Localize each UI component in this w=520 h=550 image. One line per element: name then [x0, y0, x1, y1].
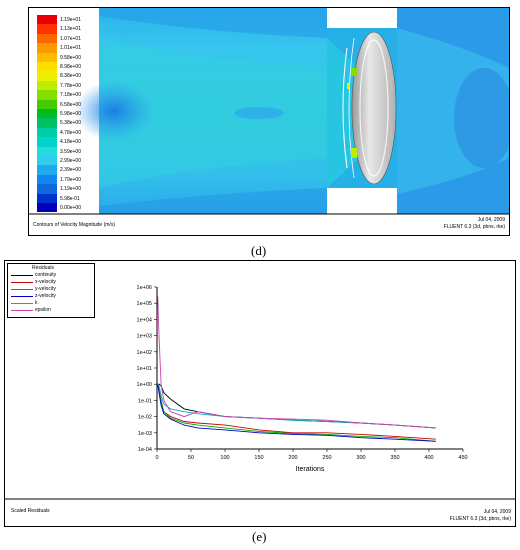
- colorbar-row: 6.58e+00: [37, 99, 107, 111]
- colorbar-tick-label: 5.38e+00: [60, 120, 81, 127]
- colorbar-tick-label: 0.00e+00: [60, 205, 81, 211]
- colorbar-tick-label: 1.19e+00: [60, 186, 81, 193]
- colorbar-swatch: [37, 165, 57, 175]
- colorbar-tick-label: 1.79e+00: [60, 176, 81, 183]
- colorbar-tick-label: 8.38e+00: [60, 73, 81, 80]
- rotor-drum: [351, 31, 397, 185]
- colorbar-swatch: [37, 184, 57, 194]
- colorbar-row: 1.19e+01: [37, 15, 107, 26]
- colorbar-tick-label: 1.13e+01: [60, 26, 81, 33]
- legend-label: x-velocity: [35, 279, 56, 285]
- velocity-contour-plot: Contours of Velocity Magnitude (m/s) Jul…: [29, 8, 509, 235]
- colorbar-swatch: [37, 127, 57, 138]
- residuals-legend: Residuals continuity x-velocity y-velocity…: [7, 263, 95, 318]
- colorbar-row: 2.99e+00: [37, 156, 107, 167]
- colorbar-row: 5.98e+00: [37, 109, 107, 120]
- colorbar-tick-label: 1.07e+01: [60, 35, 81, 42]
- residuals-solver: FLUENT 6.3 (3d, pbns, rke): [450, 516, 512, 522]
- panel-label-e: (e): [252, 529, 267, 544]
- colorbar-swatch: [37, 90, 57, 100]
- legend-entry: z-velocity: [11, 293, 91, 300]
- colorbar-row: 5.98e-01: [37, 193, 107, 205]
- panel-label-d: (d): [251, 243, 267, 258]
- colorbar-swatch: [37, 137, 57, 147]
- colorbar-row: 1.01e+01: [37, 43, 107, 54]
- colorbar-row: 7.18e+00: [37, 90, 107, 101]
- colorbar-swatch: [37, 99, 57, 109]
- contour-date: Jul 04, 2009: [478, 217, 505, 223]
- colorbar-swatch: [37, 62, 57, 72]
- colorbar-row: 8.38e+00: [37, 71, 107, 82]
- residuals-date: Jul 04, 2009: [484, 509, 511, 515]
- legend-entry: epsilon: [11, 307, 91, 314]
- legend-swatch: [11, 275, 33, 276]
- residuals-caption: Scaled Residuals: [11, 508, 50, 514]
- colorbar-tick-label: 7.18e+00: [60, 92, 81, 99]
- legend-label: z-velocity: [35, 293, 56, 299]
- colorbar-row: 5.38e+00: [37, 118, 107, 129]
- colorbar-swatch: [37, 174, 57, 185]
- colorbar-tick-label: 4.78e+00: [60, 129, 81, 136]
- legend-entry: k: [11, 300, 91, 307]
- colorbar-row: 1.07e+01: [37, 33, 107, 45]
- colorbar-row: 1.19e+00: [37, 184, 107, 195]
- contour-caption: Contours of Velocity Magnitude (m/s): [33, 222, 115, 228]
- colorbar-row: 3.59e+00: [37, 146, 107, 158]
- colorbar-row: 4.18e+00: [37, 137, 107, 148]
- legend-entry: continuity: [11, 272, 91, 279]
- colorbar-swatch: [37, 203, 57, 213]
- colorbar-row: 7.78e+00: [37, 80, 107, 92]
- legend-label: continuity: [35, 272, 57, 278]
- colorbar-tick-label: 1.19e+01: [60, 17, 81, 23]
- colorbar-tick-label: 3.59e+00: [60, 148, 81, 155]
- colorbar-swatch: [37, 193, 57, 203]
- legend-entry: x-velocity: [11, 279, 91, 286]
- colorbar-swatch: [37, 118, 57, 128]
- colorbar-row: 1.13e+01: [37, 24, 107, 35]
- colorbar-row: 1.79e+00: [37, 174, 107, 186]
- colorbar-row: 9.58e+00: [37, 52, 107, 64]
- colorbar-tick-label: 4.18e+00: [60, 139, 81, 146]
- residuals-chart-frame: Scaled Residuals Jul 04, 2009 FLUENT 6.3…: [5, 498, 515, 522]
- legend-swatch: [11, 303, 33, 304]
- colorbar-row: 2.39e+00: [37, 165, 107, 176]
- colorbar-tick-label: 9.58e+00: [60, 54, 81, 61]
- colorbar-swatch: [37, 156, 57, 166]
- contour-panel: Contours of Velocity Magnitude (m/s) Jul…: [28, 7, 510, 236]
- legend-swatch: [11, 289, 33, 290]
- legend-label: k: [35, 300, 38, 306]
- colorbar-swatch: [37, 80, 57, 91]
- colorbar-tick-label: 7.78e+00: [60, 82, 81, 89]
- colorbar-swatch: [37, 33, 57, 44]
- legend-entry: y-velocity: [11, 286, 91, 293]
- colorbar-swatch: [37, 43, 57, 53]
- colorbar-tick-label: 6.58e+00: [60, 101, 81, 108]
- colorbar-tick-label: 8.98e+00: [60, 64, 81, 70]
- colorbar-swatch: [37, 146, 57, 156]
- colorbar-tick-label: 5.98e-01: [60, 195, 80, 202]
- colorbar-swatch: [37, 15, 57, 25]
- colorbar-row: 0.00e+00: [37, 203, 107, 214]
- colorbar-swatch: [37, 24, 57, 34]
- colorbar-swatch: [37, 52, 57, 62]
- colorbar-tick-label: 5.98e+00: [60, 111, 81, 117]
- legend-swatch: [11, 310, 33, 311]
- legend-label: y-velocity: [35, 286, 56, 292]
- colorbar-tick-label: 2.39e+00: [60, 167, 81, 174]
- legend-swatch: [11, 282, 33, 283]
- colorbar-swatch: [37, 109, 57, 119]
- colorbar-row: 8.98e+00: [37, 62, 107, 73]
- legend-title: Residuals: [32, 265, 54, 271]
- colorbar-tick-label: 1.01e+01: [60, 45, 81, 52]
- colorbar-row: 4.78e+00: [37, 127, 107, 139]
- colorbar-tick-label: 2.99e+00: [60, 158, 81, 164]
- contour-solver: FLUENT 6.3 (3d, pbns, rke): [444, 224, 506, 230]
- legend-label: epsilon: [35, 307, 51, 313]
- colorbar-swatch: [37, 71, 57, 81]
- legend-swatch: [11, 296, 33, 297]
